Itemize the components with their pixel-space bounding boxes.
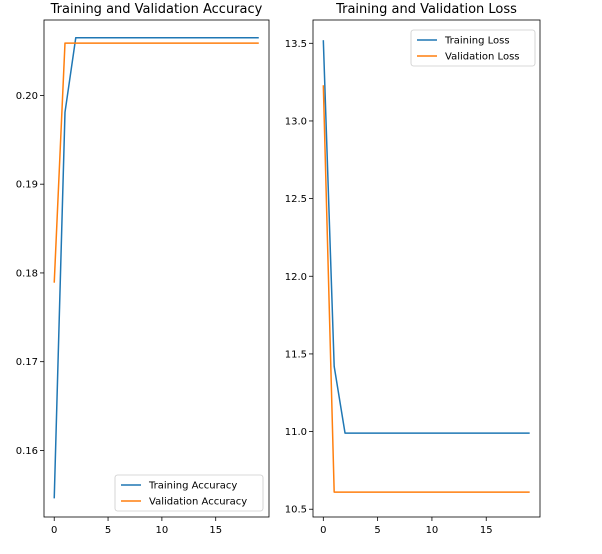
series-group [322,40,530,493]
chart-title: Training and Validation Loss [335,2,517,17]
y-tick-label: 12.0 [285,272,307,283]
y-tick-label: 11.0 [285,427,307,438]
legend-label: Validation Loss [445,52,520,63]
accuracy-chart: Training and Validation Accuracy 0 5 10 15 0.… [16,2,270,536]
series-line-validation-accuracy [53,42,259,283]
x-tick-label: 15 [209,525,222,536]
x-tick-label: 10 [156,525,169,536]
legend: Training Loss Validation Loss [410,29,536,67]
y-tick-label: 13.5 [285,39,307,50]
x-tick-label: 5 [374,525,380,536]
series-line-training-loss [322,40,530,434]
legend-box [114,474,264,512]
x-tick-label: 10 [426,525,439,536]
series-line-training-accuracy [53,37,259,499]
y-tick-label: 0.18 [16,268,38,279]
y-tick-label: 0.16 [16,446,38,457]
x-tick-label: 15 [480,525,493,536]
y-tick-label: 11.5 [285,349,307,360]
series-line-validation-loss [322,85,530,493]
legend-box [410,29,536,67]
chart-title: Training and Validation Accuracy [50,2,263,17]
axes-frame [312,19,541,518]
x-tick-label: 0 [320,525,326,536]
y-tick-label: 13.0 [285,116,307,127]
y-tick-label: 0.19 [16,180,38,191]
legend-label: Validation Accuracy [149,497,247,508]
loss-chart: Training and Validation Loss 0 5 10 15 10.5 11… [285,2,541,536]
legend: Training Accuracy Validation Accuracy [114,474,264,512]
y-tick-label: 0.17 [16,357,38,368]
y-tick-label: 10.5 [285,505,307,516]
series-group [53,37,259,499]
x-tick-label: 5 [105,525,111,536]
axes-frame [43,19,270,518]
legend-label: Training Loss [444,36,510,47]
y-tick-label: 0.20 [16,91,38,102]
legend-label: Training Accuracy [148,481,237,492]
y-tick-label: 12.5 [285,194,307,205]
x-tick-label: 0 [51,525,57,536]
